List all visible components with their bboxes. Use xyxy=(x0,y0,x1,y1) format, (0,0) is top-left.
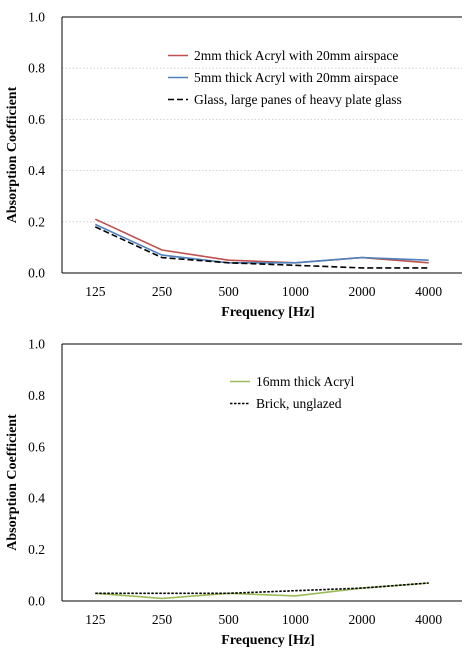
y-tick-label: 1.0 xyxy=(28,10,45,25)
legend-label-1: 16mm thick Acryl xyxy=(256,374,354,389)
y-tick-label: 0.0 xyxy=(28,594,45,609)
y-tick-label: 0.0 xyxy=(28,266,45,281)
y-tick-label: 0.4 xyxy=(28,163,45,178)
legend-label-2: Brick, unglazed xyxy=(256,396,342,411)
y-tick-label: 1.0 xyxy=(28,337,45,352)
x-axis-title: Frequency [Hz] xyxy=(221,633,314,648)
x-tick-label: 500 xyxy=(219,612,240,627)
x-tick-label: 125 xyxy=(85,612,106,627)
y-tick-label: 0.6 xyxy=(28,439,45,454)
y-tick-label: 0.2 xyxy=(28,542,45,557)
series-line-2 xyxy=(94,223,429,264)
x-tick-label: 125 xyxy=(85,284,106,299)
chart-2: 0.0 0.2 0.4 0.6 0.8 1.0 125 250 500 1000 2000 4000 F… xyxy=(5,337,462,648)
y-axis-title: Absorption Coefficient xyxy=(5,414,20,551)
chart-1: 0.0 0.2 0.4 0.6 0.8 1.0 125 250 500 1000 2000 4000 F… xyxy=(5,10,462,320)
series-line-1 xyxy=(95,582,429,600)
x-tick-label: 250 xyxy=(152,612,173,627)
series-line-1 xyxy=(94,218,429,264)
x-tick-label: 2000 xyxy=(349,284,376,299)
legend-label-1: 2mm thick Acryl with 20mm airspace xyxy=(194,48,398,63)
x-tick-label: 250 xyxy=(152,284,173,299)
x-axis-title: Frequency [Hz] xyxy=(221,305,314,320)
legend-label-3: Glass, large panes of heavy plate glass xyxy=(194,92,402,107)
y-tick-label: 0.8 xyxy=(28,61,45,76)
x-tick-label: 2000 xyxy=(349,612,376,627)
x-tick-label: 4000 xyxy=(415,284,442,299)
series-line-3 xyxy=(94,226,429,269)
x-tick-label: 500 xyxy=(219,284,240,299)
y-tick-label: 0.6 xyxy=(28,112,45,127)
y-tick-label: 0.4 xyxy=(28,491,45,506)
x-tick-label: 4000 xyxy=(415,612,442,627)
y-tick-label: 0.2 xyxy=(28,214,45,229)
y-axis-title: Absorption Coefficient xyxy=(5,86,20,223)
x-tick-label: 1000 xyxy=(282,612,309,627)
legend-label-2: 5mm thick Acryl with 20mm airspace xyxy=(194,70,398,85)
y-tick-label: 0.8 xyxy=(28,388,45,403)
series-line-2 xyxy=(95,582,429,595)
x-tick-label: 1000 xyxy=(282,284,309,299)
